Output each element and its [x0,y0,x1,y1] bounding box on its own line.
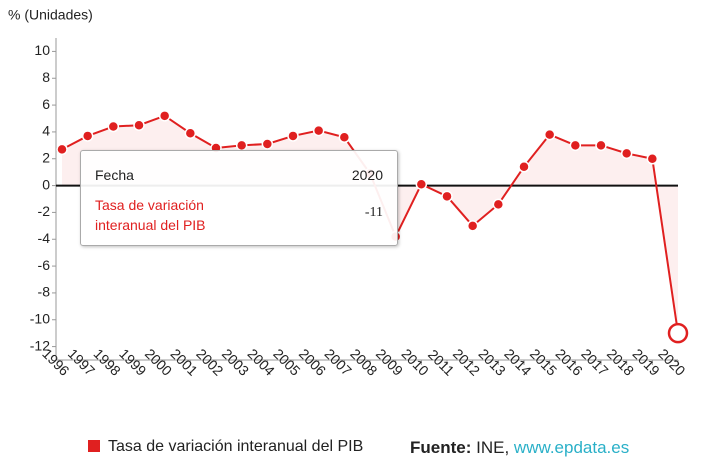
point [441,190,453,203]
point [184,127,197,140]
y-tick-label: -2 [38,203,51,219]
x-tick-label: 2011 [425,346,458,379]
y-tick-label: 6 [42,96,50,112]
x-tick-label: 2013 [476,345,509,378]
x-tick-label: 2012 [450,345,483,378]
x-tick-label: 2000 [142,345,175,378]
point [646,153,659,165]
y-tick-label: 8 [42,69,50,85]
x-tick-label: 2002 [193,345,226,378]
legend: Tasa de variación interanual del PIB [88,438,363,456]
legend-label: Tasa de variación interanual del PIB [108,438,364,455]
x-tick-label: 2016 [553,345,586,378]
y-tick-label: -10 [30,310,50,326]
point [595,139,607,152]
y-tick-label: 2 [42,149,50,165]
x-tick-label: 2017 [578,345,611,378]
point [107,120,120,133]
source: Fuente: INE, www.epdata.es [410,438,629,458]
x-tick-label: 2015 [527,345,560,378]
y-tick-label: 0 [42,176,50,192]
x-tick-label: 2007 [322,345,355,378]
x-tick-label: 1997 [65,345,98,378]
point [235,139,248,152]
y-axis-label: % (Unidades) [8,7,93,23]
point [261,138,274,150]
point [133,119,145,131]
source-text: INE, [476,438,510,457]
x-tick-label: 2010 [399,345,432,378]
point [543,128,556,141]
point [287,130,299,142]
y-tick-label: -4 [38,230,51,246]
tooltip-date: 2020 [351,167,383,183]
x-tick-label: 2001 [168,345,201,378]
x-tick-label: 2004 [245,345,278,378]
x-tick-label: 2005 [270,345,303,378]
point [338,131,351,144]
point [158,110,171,122]
source-label: Fuente: [410,438,472,457]
point [620,147,633,160]
point [81,130,94,142]
x-tick-label: 2009 [373,345,406,378]
source-link: www.epdata.es [513,438,630,457]
tooltip-header: Fecha [95,167,134,183]
point [667,322,689,344]
legend-swatch [88,440,100,452]
y-tick-label: -6 [38,257,51,273]
x-tick-label: 1996 [39,345,72,378]
x-tick-label: 2006 [296,345,329,378]
y-tick-label: -8 [38,284,51,300]
point [56,143,68,156]
point [415,178,428,190]
x-tick-label: 2003 [219,345,252,378]
y-tick-label: 4 [42,123,50,139]
tooltip: Fecha 2020 Tasa de variación interanual … [80,150,398,246]
x-tick-label: 2018 [604,345,637,378]
point [518,161,530,173]
tooltip-series: Tasa de variación interanual del PIB [95,197,206,233]
x-tick-label: 2019 [630,345,663,378]
x-tick-label: 2008 [347,345,380,378]
x-tick-label: 2020 [655,345,688,378]
point [569,139,582,152]
y-tick-label: -12 [30,337,50,353]
x-tick-label: 1998 [91,345,124,378]
point [466,220,479,232]
x-tick-label: 2014 [501,345,534,378]
y-tick-label: 10 [34,42,50,58]
x-tick-label: 1999 [116,345,149,378]
tooltip-value: -11 [364,205,383,220]
point [492,198,505,211]
point [312,124,325,137]
